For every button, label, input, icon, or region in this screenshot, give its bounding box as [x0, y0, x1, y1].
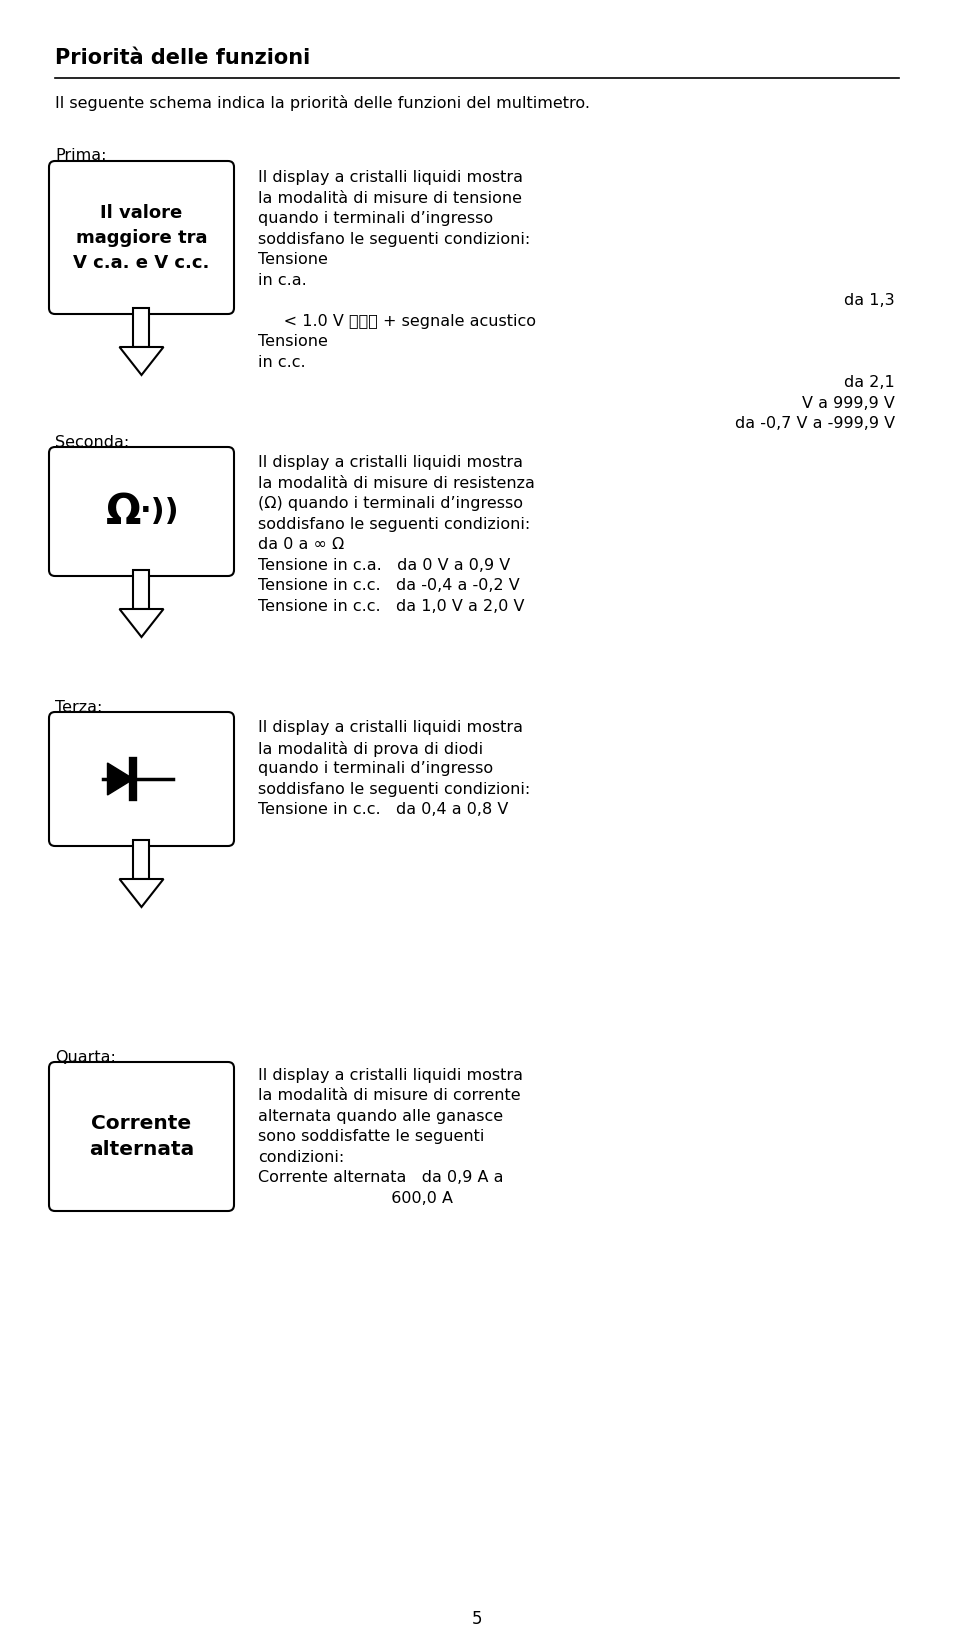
Text: 5: 5: [471, 1610, 482, 1628]
Text: la modalità di prova di diodi: la modalità di prova di diodi: [257, 740, 482, 756]
Text: Corrente
alternata: Corrente alternata: [89, 1114, 193, 1159]
Text: Tensione in c.c.   da -0,4 a -0,2 V: Tensione in c.c. da -0,4 a -0,2 V: [257, 578, 519, 593]
Text: Il display a cristalli liquidi mostra: Il display a cristalli liquidi mostra: [257, 720, 522, 735]
Text: (Ω) quando i terminali d’ingresso: (Ω) quando i terminali d’ingresso: [257, 496, 522, 511]
Text: Il display a cristalli liquidi mostra: Il display a cristalli liquidi mostra: [257, 455, 522, 470]
Polygon shape: [108, 763, 133, 794]
Text: Seconda:: Seconda:: [55, 435, 129, 450]
Text: soddisfano le seguenti condizioni:: soddisfano le seguenti condizioni:: [257, 231, 530, 247]
Text: da -0,7 V a -999,9 V: da -0,7 V a -999,9 V: [734, 415, 894, 432]
Text: soddisfano le seguenti condizioni:: soddisfano le seguenti condizioni:: [257, 781, 530, 796]
Polygon shape: [119, 610, 163, 638]
Text: da 1,3: da 1,3: [843, 293, 894, 308]
Text: Tensione: Tensione: [257, 252, 328, 267]
Text: da 0 a ∞ Ω: da 0 a ∞ Ω: [257, 537, 344, 552]
Text: Corrente alternata   da 0,9 A a: Corrente alternata da 0,9 A a: [257, 1170, 503, 1185]
Text: condizioni:: condizioni:: [257, 1150, 344, 1165]
Text: Prima:: Prima:: [55, 148, 107, 163]
Text: in c.c.: in c.c.: [257, 354, 305, 369]
Text: V a 999,9 V: V a 999,9 V: [801, 396, 894, 410]
Text: Ω: Ω: [106, 491, 141, 532]
Text: Tensione in c.c.   da 0,4 a 0,8 V: Tensione in c.c. da 0,4 a 0,8 V: [257, 803, 508, 817]
Text: Quarta:: Quarta:: [55, 1050, 115, 1065]
Text: 600,0 A: 600,0 A: [257, 1192, 453, 1206]
Text: da 2,1: da 2,1: [843, 376, 894, 391]
Polygon shape: [119, 878, 163, 906]
Text: quando i terminali d’ingresso: quando i terminali d’ingresso: [257, 211, 493, 226]
Text: la modalità di misure di corrente: la modalità di misure di corrente: [257, 1088, 520, 1104]
Text: la modalità di misure di tensione: la modalità di misure di tensione: [257, 191, 521, 206]
Text: Il display a cristalli liquidi mostra: Il display a cristalli liquidi mostra: [257, 1068, 522, 1083]
Text: Tensione: Tensione: [257, 335, 328, 349]
Text: Tensione in c.a.   da 0 V a 0,9 V: Tensione in c.a. da 0 V a 0,9 V: [257, 557, 510, 572]
Text: alternata quando alle ganasce: alternata quando alle ganasce: [257, 1109, 502, 1124]
Polygon shape: [133, 570, 150, 610]
Text: Terza:: Terza:: [55, 700, 102, 715]
Text: Il seguente schema indica la priorità delle funzioni del multimetro.: Il seguente schema indica la priorità de…: [55, 96, 589, 110]
Polygon shape: [133, 840, 150, 878]
FancyBboxPatch shape: [49, 162, 233, 315]
Text: soddisfano le seguenti condizioni:: soddisfano le seguenti condizioni:: [257, 516, 530, 532]
Text: in c.a.: in c.a.: [257, 272, 307, 287]
Text: sono soddisfatte le seguenti: sono soddisfatte le seguenti: [257, 1129, 484, 1144]
Polygon shape: [119, 348, 163, 376]
Text: Tensione in c.c.   da 1,0 V a 2,0 V: Tensione in c.c. da 1,0 V a 2,0 V: [257, 598, 524, 613]
Polygon shape: [133, 308, 150, 348]
Text: < 1.0 V ⦾⦾⦾ + segnale acustico: < 1.0 V ⦾⦾⦾ + segnale acustico: [257, 313, 536, 328]
Text: Il valore
maggiore tra
V c.a. e V c.c.: Il valore maggiore tra V c.a. e V c.c.: [73, 203, 210, 272]
Text: quando i terminali d’ingresso: quando i terminali d’ingresso: [257, 761, 493, 776]
Text: la modalità di misure di resistenza: la modalità di misure di resistenza: [257, 476, 535, 491]
Text: Il display a cristalli liquidi mostra: Il display a cristalli liquidi mostra: [257, 170, 522, 185]
Text: Priorità delle funzioni: Priorità delle funzioni: [55, 48, 310, 68]
FancyBboxPatch shape: [49, 447, 233, 577]
FancyBboxPatch shape: [49, 1061, 233, 1211]
FancyBboxPatch shape: [49, 712, 233, 845]
Text: ·)): ·)): [139, 498, 179, 526]
